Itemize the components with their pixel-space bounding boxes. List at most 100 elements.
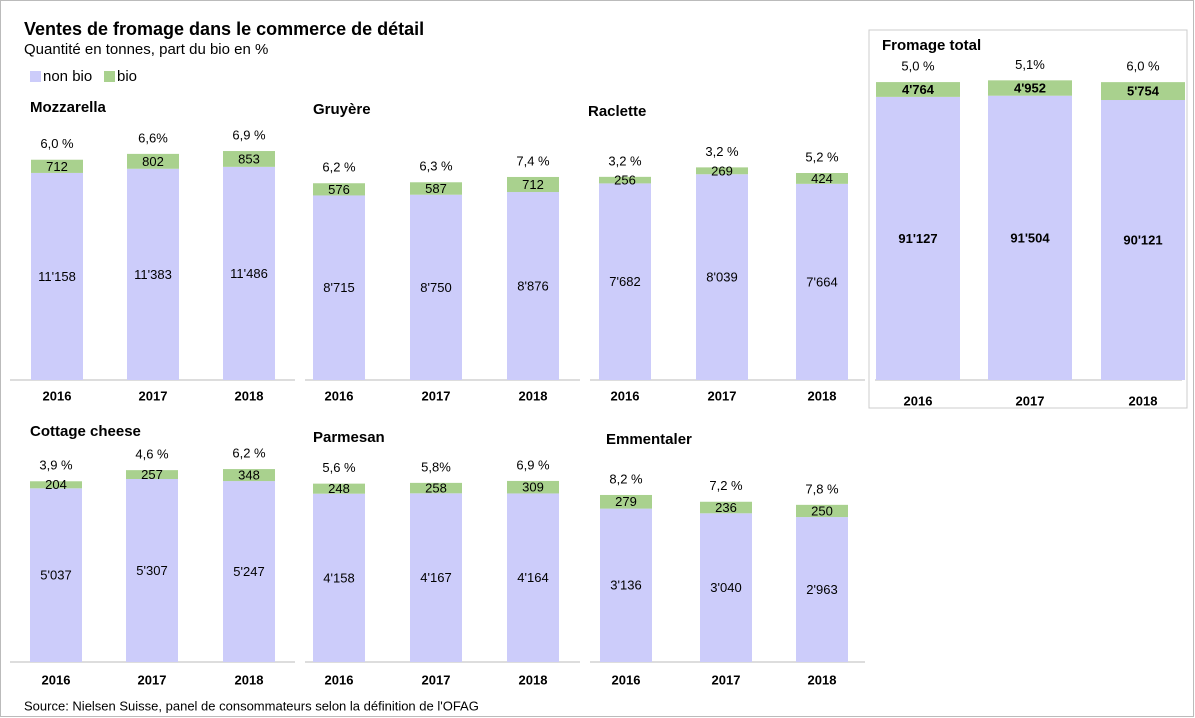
panel-title: Raclette [588, 103, 646, 120]
bar-segment [796, 504, 848, 518]
bar-segment [223, 481, 275, 662]
share-label: 5,0 % [901, 59, 935, 74]
x-tick-label: 2016 [904, 393, 933, 408]
legend-label: bio [117, 68, 137, 85]
bar-segment [126, 479, 178, 662]
x-tick-label: 2018 [519, 388, 548, 403]
bar-segment [700, 501, 752, 514]
bar-segment [988, 80, 1072, 96]
source: Source: Nielsen Suisse, panel de consomm… [24, 698, 479, 713]
share-label: 3,2 % [705, 144, 739, 159]
data-label: 248 [328, 481, 350, 496]
x-tick-label: 2017 [139, 388, 168, 403]
data-label: 11'158 [38, 269, 76, 284]
share-label: 7,4 % [516, 153, 550, 168]
bar-segment [796, 517, 848, 662]
data-label: 3'040 [710, 580, 741, 595]
x-tick-label: 2017 [422, 388, 451, 403]
share-label: 6,0 % [1126, 59, 1160, 74]
data-label: 8'715 [323, 280, 354, 295]
data-label: 2'963 [806, 582, 837, 597]
data-label: 269 [711, 163, 733, 178]
data-label: 4'167 [420, 570, 451, 585]
data-label: 712 [522, 177, 544, 192]
bar-segment [313, 493, 365, 662]
share-label: 5,2 % [805, 149, 839, 164]
share-label: 3,2 % [608, 153, 642, 168]
data-label: 236 [715, 500, 737, 515]
data-label: 4'164 [517, 570, 548, 585]
x-tick-label: 2016 [325, 672, 354, 687]
bar-segment [600, 494, 652, 509]
data-label: 8'876 [517, 278, 548, 293]
data-label: 8'039 [706, 270, 737, 285]
bar-segment [127, 168, 179, 380]
bar-segment [1101, 82, 1185, 101]
data-label: 279 [615, 494, 637, 509]
legend-swatch [104, 71, 115, 82]
x-tick-label: 2017 [708, 388, 737, 403]
x-tick-label: 2017 [1016, 393, 1045, 408]
share-label: 5,6 % [322, 460, 356, 475]
share-label: 6,9 % [516, 457, 550, 472]
data-label: 11'383 [134, 267, 172, 282]
bar-segment [507, 192, 559, 380]
data-label: 7'664 [806, 274, 837, 289]
share-label: 6,2 % [322, 160, 356, 175]
share-label: 7,2 % [709, 478, 743, 493]
data-label: 4'764 [902, 82, 935, 97]
data-label: 256 [614, 173, 636, 188]
data-label: 11'486 [230, 266, 268, 281]
data-label: 8'750 [420, 280, 451, 295]
bar-segment [126, 470, 178, 479]
panel-title: Mozzarella [30, 99, 107, 116]
legend-swatch [30, 71, 41, 82]
share-label: 6,2 % [232, 446, 266, 461]
panel-title: Gruyère [313, 101, 371, 118]
data-label: 250 [811, 503, 833, 518]
data-label: 5'754 [1127, 84, 1160, 99]
share-label: 6,0 % [40, 136, 74, 151]
share-label: 5,1% [1015, 57, 1045, 72]
x-tick-label: 2017 [138, 672, 167, 687]
x-tick-label: 2018 [1129, 393, 1158, 408]
data-label: 204 [45, 477, 67, 492]
bar-segment [410, 194, 462, 380]
data-label: 91'127 [898, 231, 937, 246]
x-tick-label: 2018 [235, 672, 264, 687]
data-label: 587 [425, 181, 447, 196]
bar-segment [507, 176, 559, 193]
data-label: 257 [141, 467, 163, 482]
data-label: 90'121 [1123, 232, 1162, 247]
panel-title: Fromage total [882, 37, 981, 54]
share-label: 4,6 % [135, 447, 169, 462]
data-label: 712 [46, 159, 68, 174]
bar-segment [700, 513, 752, 662]
data-label: 576 [328, 182, 350, 197]
share-label: 8,2 % [609, 471, 643, 486]
share-label: 5,8% [421, 459, 451, 474]
bar-segment [31, 159, 83, 173]
x-tick-label: 2016 [611, 388, 640, 403]
data-label: 348 [238, 468, 260, 483]
data-label: 5'247 [233, 564, 264, 579]
data-label: 4'158 [323, 570, 354, 585]
bar-segment [599, 176, 651, 184]
data-label: 7'682 [609, 274, 640, 289]
panel-title: Emmentaler [606, 431, 692, 448]
bar-segment [599, 183, 651, 380]
bar-segment [696, 174, 748, 380]
data-label: 309 [522, 480, 544, 495]
data-label: 424 [811, 171, 833, 186]
legend-label: non bio [43, 68, 92, 85]
bar-segment [876, 96, 960, 380]
data-label: 5'307 [136, 563, 167, 578]
page-title: Ventes de fromage dans le commerce de dé… [24, 19, 424, 39]
data-label: 5'037 [40, 568, 71, 583]
bar-segment [30, 481, 82, 489]
data-label: 4'952 [1014, 80, 1046, 95]
bar-segment [30, 488, 82, 662]
bar-segment [988, 95, 1072, 380]
bar-segment [410, 482, 462, 494]
